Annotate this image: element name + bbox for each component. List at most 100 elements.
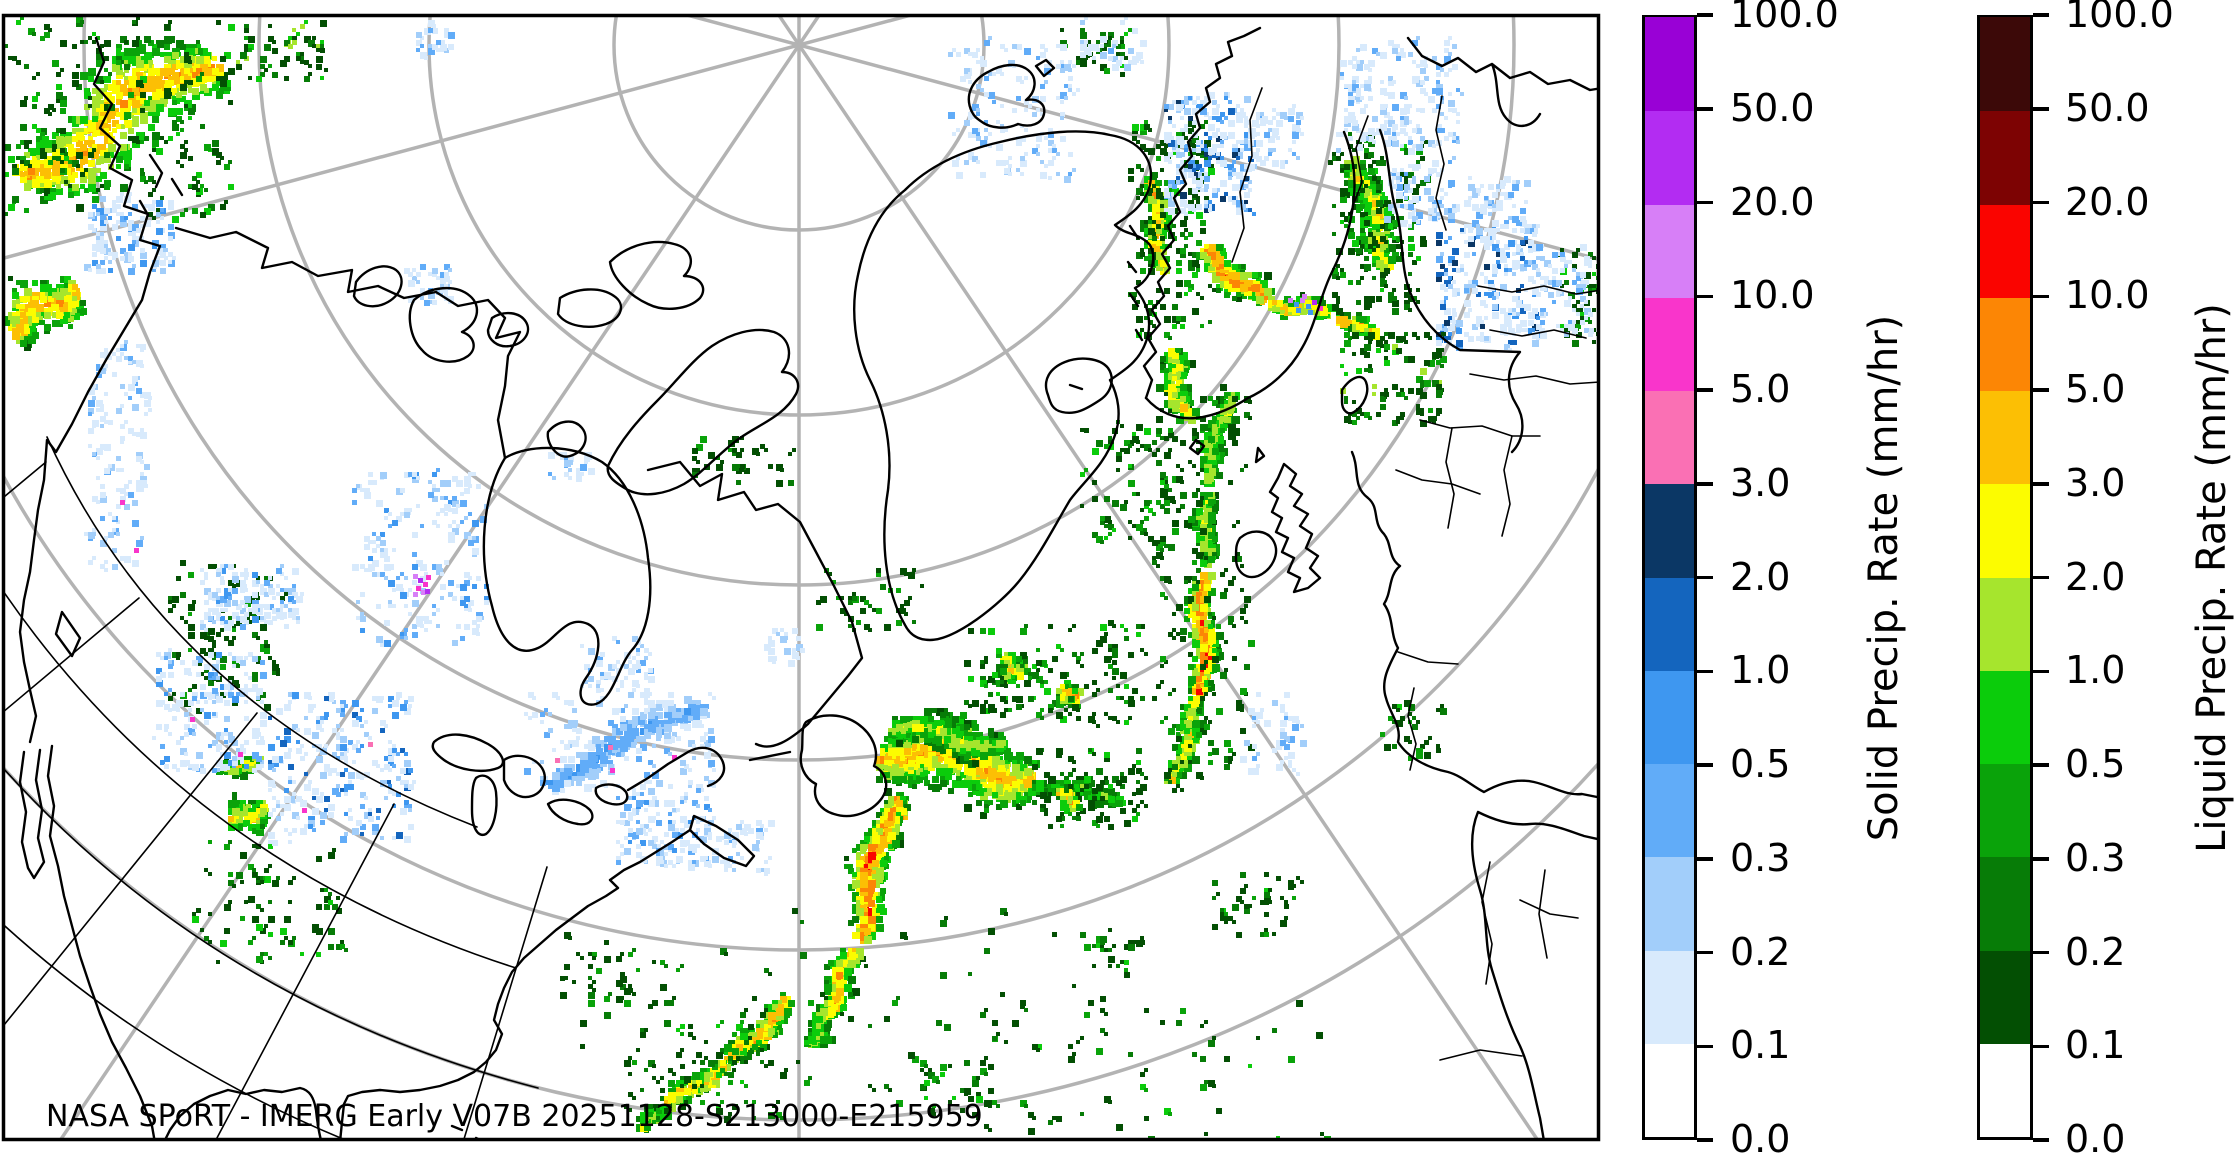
colorbar-liquid-tickmark [2033,1138,2049,1142]
island-ireland [1234,530,1278,579]
precip-solid-layer [84,16,1594,876]
coast-baja [18,748,46,880]
coast-nova-scotia [688,814,756,868]
colorbar-solid-segment [1645,483,1694,578]
colorbar-solid [1642,15,1697,1140]
island-vancouver [54,153,184,658]
colorbar-liquid-tickmark [2033,294,2049,298]
coast-labrador [646,460,864,762]
coast-europe-west [1350,450,1598,799]
colorbar-liquid-segment [1980,576,2030,671]
border-europe [1489,329,1587,339]
colorbar-liquid-segment [1980,390,2030,485]
island-victoria [408,286,479,363]
border-europe [1231,87,1263,263]
coast-africa [1470,810,1598,1139]
island-bahamas [450,1124,481,1139]
border-state-parallel [4,767,539,1089]
colorbar-solid-segment [1645,670,1694,764]
border-state-meridian [463,866,548,1139]
colorbar-liquid-segment [1980,670,2030,764]
colorbar-solid-segment [1645,110,1694,205]
island-iceland [1044,357,1113,414]
graticule-meridian [777,16,1540,1139]
border-state-meridian [4,597,140,713]
colorbar-liquid [1977,15,2033,1140]
colorbar-solid-tickmark [1697,763,1713,767]
colorbar-solid-ticklabel: 20.0 [1730,179,1815,224]
colorbar-solid-segment [1645,856,1694,951]
coast-greenland [853,130,1155,642]
precip-liquid-layer [4,16,1598,1139]
colorbar-solid-ticklabel: 0.5 [1730,742,1791,787]
island-lofoten [1126,224,1144,342]
colorbar-liquid-segment [1980,17,2030,112]
colorbar-solid-ticklabel: 0.2 [1730,929,1791,974]
colorbar-liquid-tickmark [2033,857,2049,861]
coast-us-east [164,828,692,1139]
colorbar-liquid-tickmark [2033,107,2049,111]
coast-denmark [1340,375,1369,415]
island-king-william [486,311,530,348]
colorbar-liquid-tickmark [2033,13,2049,17]
colorbar-solid-ticklabel: 100.0 [1730,0,1839,37]
colorbar-liquid-segment [1980,110,2030,205]
coast-kola [1406,36,1598,127]
colorbar-solid-tickmark [1697,669,1713,673]
island-svalbard [967,58,1056,129]
colorbar-solid-ticklabel: 1.0 [1730,648,1791,693]
island-newfoundland [799,714,888,818]
map-frame [1,13,1601,1142]
colorbar-solid-tickmark [1697,107,1713,111]
border-europe [1445,427,1455,529]
border-us-canada [46,436,478,828]
border-state-meridian [4,461,47,498]
colorbar-liquid-ticklabel: 5.0 [2065,367,2126,412]
lake-ontario [594,783,629,806]
border-europe [1349,115,1369,215]
coastline-layer [18,26,1598,1139]
colorbar-solid-tickmark [1697,200,1713,205]
lake-michigan [470,774,498,837]
colorbar-solid-tickmark [1697,1044,1713,1048]
colorbar-solid-ticklabel: 0.0 [1730,1117,1791,1162]
colorbar-liquid-ticklabel: 10.0 [2065,273,2150,318]
colorbar-liquid-title: Liquid Precip. Rate (mm/hr) [2189,303,2235,853]
colorbar-liquid-ticklabel: 50.0 [2065,85,2150,130]
border-africa [1439,1049,1523,1061]
colorbar-liquid-segment [1980,856,2030,951]
border-state-meridian [215,803,395,1139]
colorbar-liquid-tickmark [2033,200,2049,205]
colorbar-liquid-ticklabel: 20.0 [2065,179,2150,224]
annotation-label: NASA SPoRT - IMERG Early V07B 20251128-S… [46,1099,983,1134]
border-africa [1538,869,1548,959]
colorbar-liquid-tickmark [2033,388,2049,392]
colorbar-liquid-ticklabel: 1.0 [2065,648,2126,693]
colorbar-solid-tickmark [1697,1138,1713,1142]
border-europe [1501,435,1513,537]
lake-superior [431,733,505,772]
colorbar-solid-segment [1645,17,1694,112]
colorbar-liquid-segment [1980,483,2030,578]
colorbar-liquid-tickmark [2033,950,2049,955]
coast-stlawrence [626,746,726,792]
colorbar-liquid-ticklabel: 0.2 [2065,929,2126,974]
colorbar-solid-ticklabel: 0.3 [1730,835,1791,880]
graticule-meridian [684,16,1598,261]
lake-huron [502,754,546,799]
colorbar-solid-ticklabel: 10.0 [1730,273,1815,318]
colorbar-solid-segment [1645,1043,1694,1137]
colorbar-liquid-segment [1980,949,2030,1044]
lake-erie [546,798,594,826]
colorbar-solid-segment [1645,576,1694,671]
border-africa [1519,899,1579,919]
colorbar-solid-tickmark [1697,950,1713,955]
island-devon [556,288,623,328]
colorbar-liquid-ticklabel: 0.0 [2065,1117,2126,1162]
colorbar-liquid-tickmark [2033,575,2049,580]
border-europe [1395,469,1481,495]
border-europe [1435,95,1447,231]
colorbar-solid-segment [1645,203,1694,298]
